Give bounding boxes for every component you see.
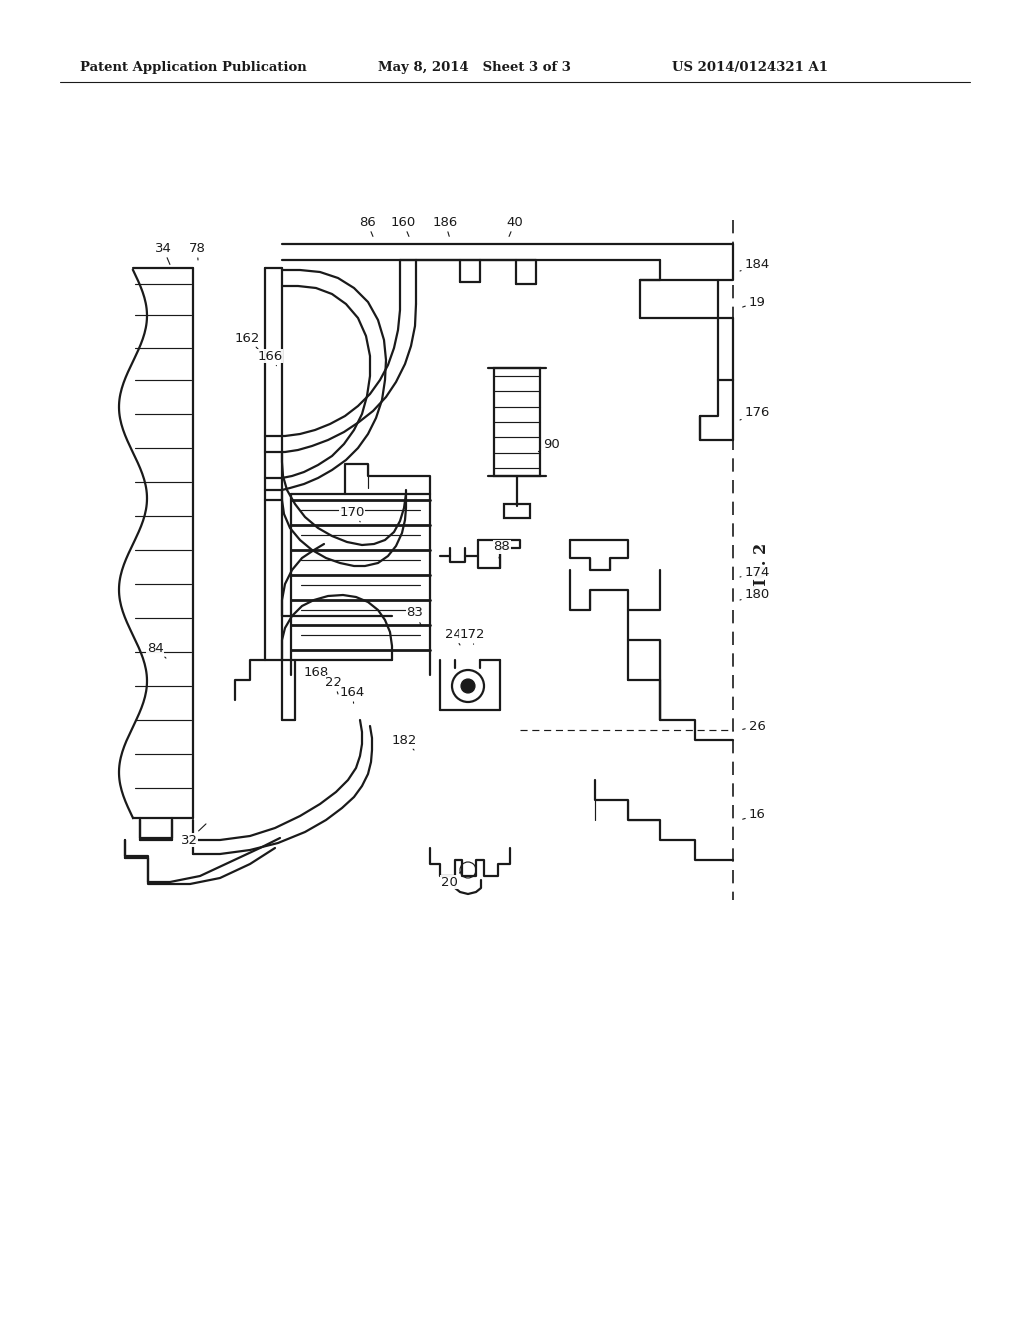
Text: 182: 182 [391,734,417,750]
Text: 180: 180 [740,587,770,601]
Text: 166: 166 [257,350,283,366]
Text: 86: 86 [358,215,376,236]
Text: 176: 176 [740,405,770,420]
Text: 32: 32 [180,824,206,846]
Text: 184: 184 [740,259,770,272]
Text: 16: 16 [742,808,765,821]
Text: Patent Application Publication: Patent Application Publication [80,62,307,74]
Text: 170: 170 [339,506,365,521]
Text: 88: 88 [494,540,510,558]
Text: 34: 34 [155,242,171,264]
Text: US 2014/0124321 A1: US 2014/0124321 A1 [672,62,828,74]
Text: 83: 83 [407,606,424,624]
Text: 24: 24 [444,627,462,645]
Text: 174: 174 [740,565,770,578]
Text: 20: 20 [440,871,461,888]
Text: 172: 172 [459,627,484,644]
Text: 26: 26 [742,719,765,733]
Bar [494,368,540,477]
Text: 168: 168 [303,665,329,682]
Circle shape [461,678,475,693]
Text: 78: 78 [188,242,206,260]
Text: 164: 164 [339,685,365,704]
Text: 186: 186 [432,215,458,236]
Text: 19: 19 [742,296,765,309]
Text: 22: 22 [326,676,342,694]
Text: 162: 162 [234,331,260,350]
Text: 84: 84 [146,642,166,659]
Text: 90: 90 [539,437,560,451]
Text: May 8, 2014   Sheet 3 of 3: May 8, 2014 Sheet 3 of 3 [378,62,570,74]
Text: 160: 160 [390,215,416,236]
Text: FIG. 2: FIG. 2 [754,543,770,597]
Bar [504,504,530,517]
Text: 40: 40 [507,215,523,236]
